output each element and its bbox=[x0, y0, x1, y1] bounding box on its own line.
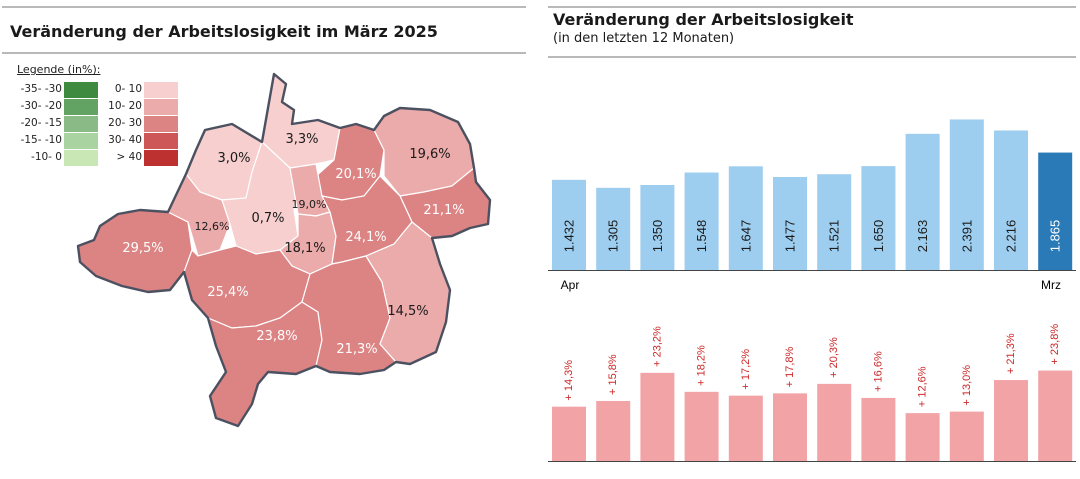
change-bar bbox=[994, 380, 1028, 461]
legend-swatch-decrease bbox=[64, 133, 98, 149]
change-value-label: + 16,6% bbox=[872, 351, 884, 392]
map-title: Veränderung der Arbeitslosigkeit im März… bbox=[10, 22, 438, 41]
monthly-count-chart: 1.432 1.305 1.350 1.548 1.647 1.477 1.521 1.650… bbox=[548, 119, 1076, 462]
legend-label-decrease: -30- -20 bbox=[20, 100, 62, 112]
legend-label-increase: 0- 10 bbox=[114, 83, 142, 95]
bar-value-label: 1.647 bbox=[738, 220, 753, 253]
bar-value-label: 2.216 bbox=[1004, 220, 1019, 253]
map-region-label: 29,5% bbox=[122, 241, 163, 256]
bar-value-label: 1.350 bbox=[650, 220, 665, 253]
legend-label-decrease: -10- 0 bbox=[31, 151, 62, 163]
bar-month bbox=[905, 133, 940, 270]
map-outline bbox=[76, 72, 492, 428]
bar-value-label: 1.477 bbox=[783, 220, 798, 253]
legend-swatch-increase bbox=[144, 150, 178, 166]
map-region-label: 25,4% bbox=[207, 285, 248, 300]
bar-value-label: 1.548 bbox=[694, 220, 709, 253]
change-value-label: + 17,8% bbox=[784, 346, 796, 387]
map-region-label: 0,7% bbox=[251, 211, 284, 226]
bar-month bbox=[994, 130, 1028, 270]
bar-value-label: 1.650 bbox=[871, 220, 886, 253]
left-title-rule bbox=[2, 52, 526, 54]
change-value-label: + 21,3% bbox=[1005, 333, 1017, 374]
legend-label-decrease: -35- -30 bbox=[20, 83, 62, 95]
legend-label-increase: > 40 bbox=[116, 151, 143, 163]
map-region-label: 21,3% bbox=[336, 342, 377, 357]
bar-value-label: 1.865 bbox=[1048, 220, 1063, 253]
bar-month bbox=[640, 185, 675, 270]
bar-month bbox=[861, 166, 896, 270]
map-region-label: 14,5% bbox=[387, 304, 428, 319]
change-bar bbox=[684, 391, 719, 461]
change-value-label: + 23,8% bbox=[1049, 324, 1061, 365]
bar-month bbox=[552, 179, 586, 270]
change-value-label: + 12,6% bbox=[917, 366, 929, 407]
bar-current-month bbox=[1038, 152, 1073, 270]
map-region-label: 24,1% bbox=[345, 230, 386, 245]
change-value-label: + 18,2% bbox=[696, 345, 708, 386]
right-top-rule bbox=[548, 6, 1076, 8]
left-top-rule bbox=[2, 6, 526, 8]
map-region-label: 12,6% bbox=[195, 220, 230, 233]
legend-swatch-decrease bbox=[64, 116, 98, 132]
bar-value-label: 2.163 bbox=[915, 220, 930, 253]
change-bar bbox=[1038, 370, 1073, 461]
map-region-label: 21,1% bbox=[423, 203, 464, 218]
change-bar bbox=[861, 397, 896, 461]
chart-title: Veränderung der Arbeitslosigkeit bbox=[553, 10, 854, 29]
legend-swatch-increase bbox=[144, 82, 178, 98]
legend-title: Legende (in%): bbox=[17, 63, 101, 76]
change-bar bbox=[905, 413, 940, 461]
bar-value-label: 1.305 bbox=[606, 220, 621, 253]
legend-swatch-decrease bbox=[64, 150, 98, 166]
bar-month bbox=[817, 174, 852, 270]
legend-swatch-increase bbox=[144, 99, 178, 115]
legend-label-decrease: -15- -10 bbox=[20, 134, 62, 146]
bar-value-label: 1.521 bbox=[827, 220, 842, 253]
map-region-label: 23,8% bbox=[256, 329, 297, 344]
legend-label-increase: 10- 20 bbox=[108, 100, 142, 112]
map-region-label: 20,1% bbox=[335, 167, 376, 182]
legend-label-increase: 20- 30 bbox=[108, 117, 142, 129]
change-value-label: + 20,3% bbox=[828, 337, 840, 378]
chart-subtitle: (in den letzten 12 Monaten) bbox=[553, 31, 735, 46]
change-bar bbox=[949, 411, 984, 461]
bar-month bbox=[728, 166, 763, 270]
legend-label-decrease: -20- -15 bbox=[20, 117, 62, 129]
map-region-label: 3,3% bbox=[285, 132, 318, 147]
x-axis-start-label: Apr bbox=[561, 278, 580, 292]
bar-month bbox=[949, 119, 984, 270]
legend-label-increase: 30- 40 bbox=[108, 134, 142, 146]
change-bar bbox=[773, 393, 807, 461]
bar-month bbox=[596, 187, 631, 270]
bar-month bbox=[684, 172, 719, 270]
right-title-rule bbox=[548, 56, 1076, 58]
map-region-label: 3,0% bbox=[217, 151, 250, 166]
change-bar bbox=[552, 406, 586, 461]
change-value-label: + 13,0% bbox=[961, 365, 973, 406]
bar-month bbox=[773, 177, 807, 270]
region-map: 3,0% 3,3% 20,1% 19,6% 21,1% 29,5% 12,6% 0,7% 19,… bbox=[76, 72, 492, 428]
map-region-label: 19,0% bbox=[292, 198, 327, 211]
legend-swatch-decrease bbox=[64, 82, 98, 98]
x-axis-end-label: Mrz bbox=[1041, 278, 1061, 292]
legend-swatch-increase bbox=[144, 116, 178, 132]
legend-swatch-increase bbox=[144, 133, 178, 149]
change-bar bbox=[640, 372, 675, 461]
change-value-label: + 14,3% bbox=[563, 360, 575, 401]
change-value-label: + 23,2% bbox=[651, 326, 663, 367]
change-value-label: + 15,8% bbox=[607, 354, 619, 395]
change-bar bbox=[728, 395, 763, 461]
change-bar bbox=[596, 400, 631, 461]
map-region-label: 19,6% bbox=[409, 147, 450, 162]
change-bar bbox=[817, 383, 852, 461]
legend-swatch-decrease bbox=[64, 99, 98, 115]
bar-value-label: 1.432 bbox=[562, 220, 577, 253]
bar-value-label: 2.391 bbox=[959, 220, 974, 253]
change-value-label: + 17,2% bbox=[740, 349, 752, 390]
map-region-label: 18,1% bbox=[284, 241, 325, 256]
